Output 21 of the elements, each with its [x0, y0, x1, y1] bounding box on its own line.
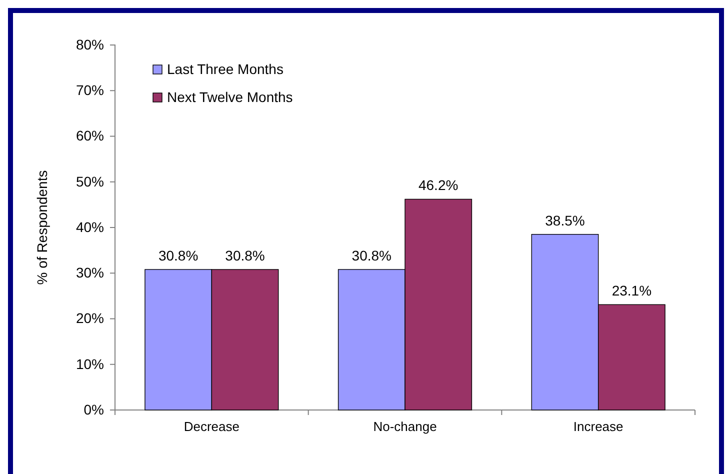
y-tick-label: 80%	[76, 36, 104, 52]
x-tick-label: No-change	[373, 419, 437, 434]
text: 46.2%	[418, 177, 458, 194]
text: 30.8%	[225, 247, 265, 264]
text: 23.1%	[612, 282, 652, 299]
x-tick-label: Decrease	[184, 419, 240, 434]
text: 30.8%	[352, 247, 392, 264]
y-tick-label: 70%	[76, 82, 104, 98]
legend-label: Last Three Months	[167, 61, 284, 77]
text: 30.8%	[158, 247, 198, 264]
y-tick-label: 60%	[76, 128, 104, 144]
y-tick-label: 20%	[76, 310, 104, 326]
y-tick-label: 40%	[76, 218, 104, 235]
y-tick-label: 0%	[84, 401, 104, 418]
y-axis-title: % of Respondents	[34, 170, 50, 285]
legend-label: Next Twelve Months	[167, 89, 293, 105]
y-tick-label: 50%	[76, 173, 104, 190]
y-tick-label: 10%	[76, 356, 104, 372]
text: 38.5%	[545, 212, 585, 228]
x-tick-label: Increase	[573, 419, 624, 434]
y-tick-label: 30%	[76, 264, 104, 281]
